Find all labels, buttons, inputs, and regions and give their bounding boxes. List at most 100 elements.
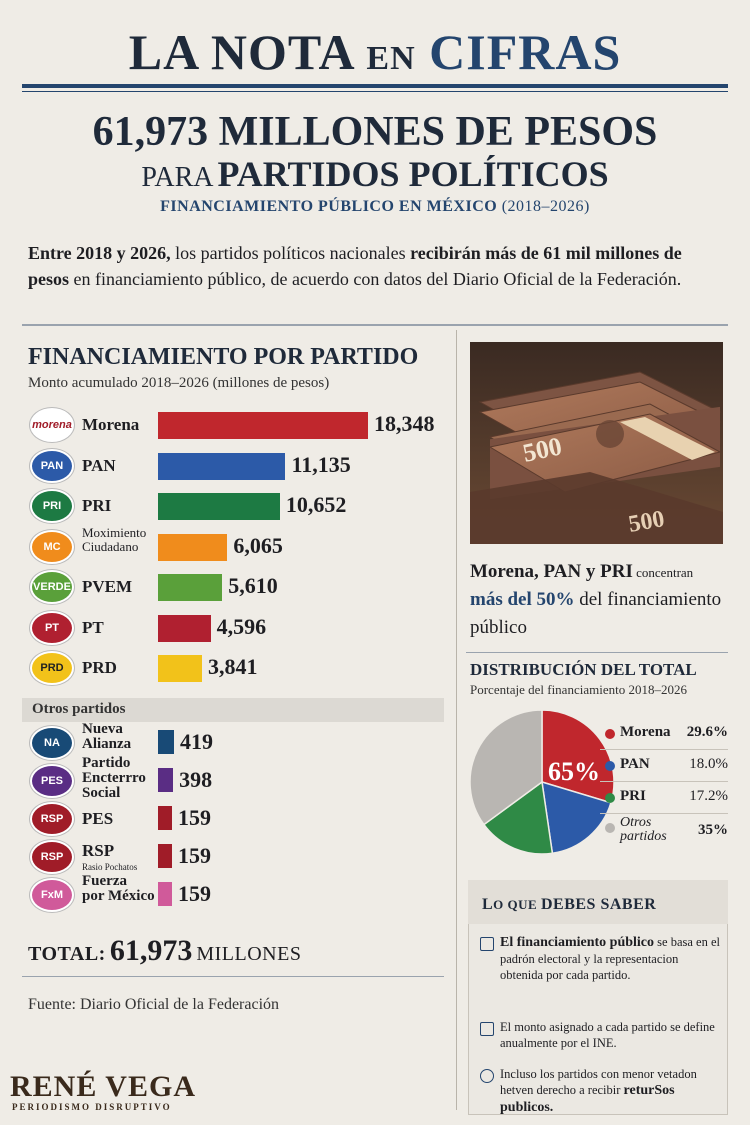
party-logo-icon-5: PT	[30, 610, 74, 645]
callout-concentran: concentran	[632, 565, 694, 580]
total-line: TOTAL: 61,973 MILLONES	[28, 934, 301, 968]
intro-text-1: los partidos políticos nacionales	[170, 243, 411, 263]
party-name-6: PRD	[82, 658, 117, 677]
pie-center-label: 65%	[548, 757, 600, 786]
info-item-1-bold: El financiamiento público	[500, 935, 655, 950]
calendar-icon	[480, 1022, 494, 1036]
pie-slice-pri	[482, 780, 554, 855]
info-item-1: El financiamiento público se basa en el …	[500, 934, 722, 983]
section-subtitle: Monto acumulado 2018–2026 (millones de p…	[28, 375, 330, 391]
bar-3	[158, 533, 228, 561]
info-box-header	[468, 880, 728, 924]
legend-value-3: 35%	[698, 822, 728, 838]
party-name-8: Partido Encterrro Social	[82, 755, 146, 801]
pie-slice-morena	[541, 709, 615, 804]
source: Fuente: Diario Oficial de la Federación	[28, 996, 280, 1013]
masthead-rule	[22, 84, 728, 88]
party-logo-icon-1: PAN	[30, 448, 74, 483]
distribution-subtitle: Porcentaje del financiamiento 2018–2026	[470, 682, 687, 697]
party-logo-icon-3: MC	[30, 529, 74, 564]
legend-dot-0	[605, 729, 615, 739]
bar-8	[158, 768, 174, 792]
party-sublabel-10: Rasio Pochatos	[82, 862, 138, 872]
subhead-partidos: PARTIDOS POLÍTICOS	[217, 154, 609, 194]
bar-value-7: 419	[179, 729, 213, 754]
subhead: PARA PARTIDOS POLÍTICOS	[0, 152, 750, 204]
distribution-title: DISTRIBUCIÓN DEL TOTAL	[470, 660, 697, 679]
info-item-3-text: Incluso los partidos con menor vetadon h…	[500, 1067, 697, 1097]
bar-9	[158, 806, 172, 830]
callout-parties: Morena, PAN y PRI	[470, 561, 633, 582]
masthead: LA NOTA EN CIFRAS	[0, 22, 750, 89]
document-icon	[480, 937, 494, 951]
kicker-years: (2018–2026)	[501, 198, 590, 215]
legend-value-1: 18.0%	[689, 756, 728, 772]
party-logo-icon-4: VERDE	[30, 570, 74, 604]
callout-percent: más del 50%	[470, 589, 575, 610]
bar-value-1: 11,135	[291, 451, 351, 477]
party-logo-icon-9: RSP	[30, 802, 74, 836]
banknote-500-front: 500	[627, 506, 667, 538]
party-logo-icon-0: morena	[30, 408, 74, 442]
bar-5	[158, 614, 211, 642]
bar-6	[158, 655, 202, 682]
party-name-9: PES	[82, 809, 114, 828]
party-name-11: Fuerza por México	[82, 873, 155, 904]
total-value: 61,973	[109, 934, 193, 967]
masthead-en: EN	[366, 40, 416, 77]
masthead-cifras: CIFRAS	[429, 24, 622, 80]
headline: 61,973 MILLONES DE PESOS	[92, 109, 658, 155]
info-item-3: Incluso los partidos con menor vetadon h…	[500, 1066, 722, 1116]
total-label: TOTAL:	[28, 943, 106, 965]
masthead-rule-thin	[22, 91, 728, 92]
party-name-4: PVEM	[82, 577, 133, 596]
bar-value-8: 398	[179, 767, 213, 792]
bar-value-0: 18,348	[374, 411, 435, 436]
brand-logo: RENÉ VEGA	[10, 1070, 196, 1103]
callout-rest: del financiamiento público	[470, 589, 722, 638]
column-divider	[456, 330, 457, 1110]
banknote-stack-front: 500	[488, 403, 722, 500]
info-item-2: El monto asignado a cada partido se defi…	[500, 1020, 715, 1050]
bar-0	[158, 412, 368, 439]
callout: Morena, PAN y PRI concentran más del 50%…	[470, 558, 730, 642]
info-icon	[480, 1069, 494, 1083]
legend-separator-0	[600, 749, 728, 750]
bar-value-10: 159	[178, 843, 211, 868]
legend-separator-1	[600, 781, 728, 782]
party-logo-icon-6: PRD	[30, 651, 74, 685]
party-name-10: RSP	[82, 841, 115, 860]
bar-7	[158, 730, 174, 754]
party-logo-icon-11: FxM	[30, 878, 74, 912]
party-logo-icon-10: RSP	[30, 840, 74, 874]
party-name-2: PRI	[82, 496, 112, 515]
legend-name-1: PAN	[620, 756, 650, 772]
bar-value-4: 5,610	[228, 573, 278, 598]
party-name-1: PAN	[82, 455, 116, 475]
bar-2	[158, 493, 280, 520]
bar-4	[158, 574, 223, 601]
bar-11	[158, 882, 172, 906]
info-item-3-bold: returSos publicos.	[500, 1083, 675, 1115]
bar-value-2: 10,652	[285, 492, 347, 517]
intro-text-2: en financiamiento público, de acuerdo co…	[69, 269, 682, 289]
distribution-pie: 65%	[469, 709, 615, 855]
intro-highlight: recibirán más de 61 mil millones de peso…	[28, 243, 682, 289]
total-rule	[22, 976, 444, 977]
bar-10	[158, 844, 172, 868]
total-unit: MILLONES	[196, 943, 302, 965]
legend-name-0: Morena	[620, 724, 671, 740]
intro-years: Entre 2018 y 2026,	[28, 243, 171, 263]
legend-dot-3	[605, 823, 615, 833]
info-box-title-debes: DEBES SABER	[540, 896, 657, 913]
subhead-para: PARA	[141, 162, 214, 193]
bar-value-9: 159	[178, 805, 211, 830]
others-band	[22, 698, 444, 722]
intro-paragraph: Entre 2018 y 2026, los partidos político…	[28, 240, 718, 292]
bar-value-3: 6,065	[233, 532, 283, 558]
kicker: FINANCIAMIENTO PÚBLICO EN MÉXICO (2018–2…	[0, 198, 750, 216]
pie-slice-pan	[541, 780, 612, 855]
bar-value-6: 3,841	[207, 654, 258, 679]
brand-tagline: PERIODISMO DISRUPTIVO	[12, 1102, 172, 1112]
legend-separator-2	[600, 813, 728, 814]
